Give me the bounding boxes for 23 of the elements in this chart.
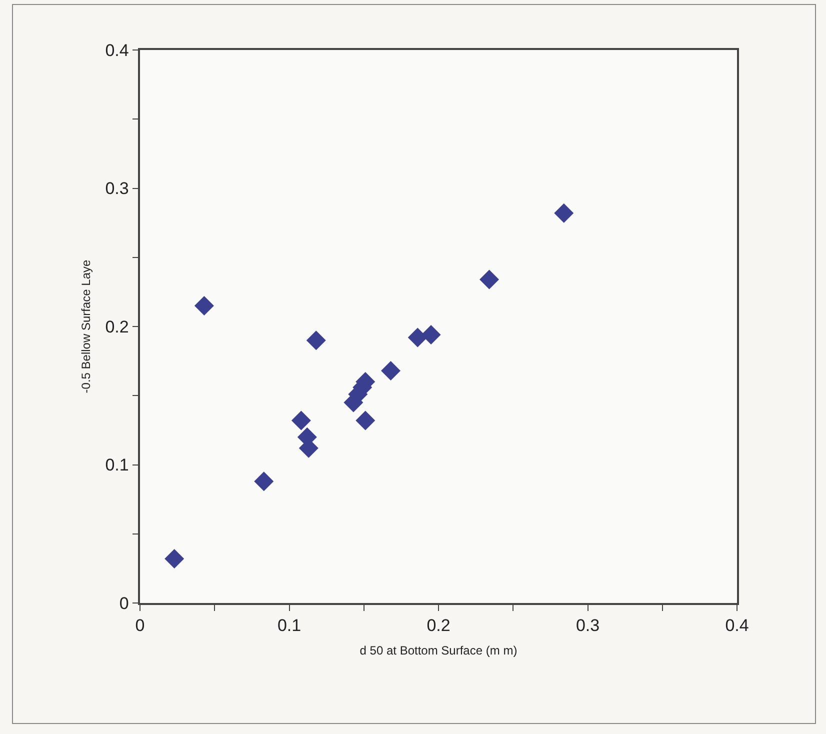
point <box>380 360 400 380</box>
point <box>164 549 184 569</box>
y-axis-title: -0.5 Bellow Surface Laye <box>79 259 94 394</box>
y-tick-label: 0.3 <box>105 179 129 198</box>
point <box>554 203 574 223</box>
x-tick-label: 0.2 <box>426 616 450 636</box>
x-tick-label: 0 <box>135 616 145 636</box>
y-tick-label: 0.2 <box>105 317 129 336</box>
x-tick-label: 0.4 <box>725 616 749 636</box>
x-tick-label: 0.1 <box>277 616 302 636</box>
point <box>306 330 326 350</box>
point <box>421 325 441 345</box>
point <box>356 410 376 430</box>
y-tick-label: 0 <box>119 594 129 613</box>
y-tick-label: 0.4 <box>105 40 129 60</box>
point <box>194 296 214 316</box>
x-tick-label: 0.3 <box>576 616 600 636</box>
x-axis-title: d 50 at Bottom Surface (m m) <box>360 644 518 658</box>
point <box>408 328 428 348</box>
point <box>480 270 499 290</box>
point <box>291 410 311 430</box>
y-tick-label: 0.1 <box>105 456 129 475</box>
point <box>254 472 274 492</box>
